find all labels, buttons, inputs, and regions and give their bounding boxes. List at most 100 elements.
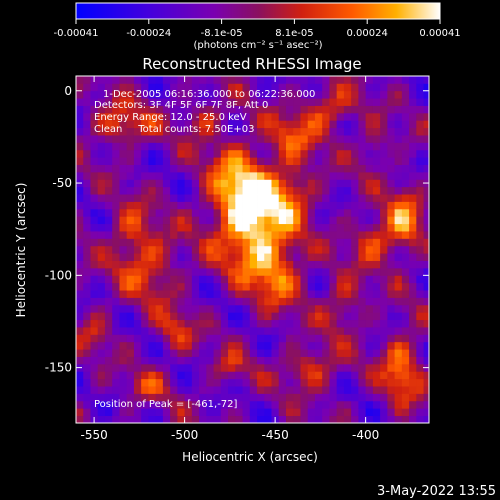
heatmap-cell [162, 386, 171, 394]
heatmap-cell [228, 231, 236, 239]
heatmap-cell [314, 83, 323, 92]
heatmap-cell [228, 90, 236, 99]
heatmap-cell [126, 393, 135, 402]
heatmap-cell [300, 83, 309, 92]
heatmap-cell [365, 231, 374, 239]
heatmap-cell [126, 231, 135, 239]
heatmap-cell [278, 127, 287, 136]
heatmap-cell [322, 216, 330, 225]
heatmap-cell [104, 290, 113, 298]
heatmap-cell [148, 105, 157, 114]
heatmap-cell [191, 157, 200, 165]
heatmap-cell [155, 297, 164, 306]
heatmap-cell [184, 290, 193, 298]
heatmap-cell [300, 238, 309, 247]
heatmap-cell [278, 164, 287, 173]
heatmap-cell [220, 142, 229, 151]
heatmap-cell [278, 415, 287, 423]
heatmap-cell [148, 208, 157, 217]
heatmap-cell [155, 201, 164, 210]
heatmap-cell [380, 83, 388, 92]
heatmap-cell [191, 171, 200, 180]
heatmap-cell [170, 260, 178, 269]
heatmap-cell [416, 90, 424, 99]
heatmap-cell [423, 157, 429, 165]
heatmap-cell [90, 267, 99, 276]
heatmap-cell [372, 76, 381, 84]
heatmap-cell [343, 260, 352, 269]
heatmap-cell [83, 349, 91, 357]
heatmap-cell [329, 260, 338, 269]
heatmap-cell [358, 267, 367, 276]
heatmap-cell [184, 275, 193, 284]
heatmap-cell [206, 267, 214, 276]
heatmap-cell [90, 83, 99, 92]
heatmap-cell [235, 223, 243, 232]
heatmap-cell [235, 208, 243, 217]
heatmap-cell [90, 400, 99, 409]
heatmap-cell [300, 327, 309, 335]
heatmap-cell [278, 208, 287, 217]
heatmap-cell [97, 238, 106, 247]
heatmap-cell [141, 105, 149, 114]
heatmap-cell [409, 76, 417, 84]
heatmap-cell [133, 127, 142, 136]
heatmap-cell [257, 415, 265, 423]
heatmap-cell [307, 157, 316, 165]
heatmap-cell [401, 334, 410, 343]
heatmap-cell [293, 164, 301, 173]
heatmap-cell [249, 363, 258, 372]
heatmap-cell [155, 120, 164, 129]
heatmap-cell [119, 194, 128, 202]
heatmap-cell [249, 415, 258, 423]
heatmap-cell [329, 327, 338, 335]
heatmap-cell [264, 400, 272, 409]
heatmap-cell [387, 415, 395, 423]
heatmap-cell [242, 386, 251, 394]
heatmap-cell [358, 135, 367, 143]
heatmap-cell [285, 319, 294, 328]
heatmap-cell [351, 267, 359, 276]
heatmap-cell [358, 282, 367, 291]
heatmap-cell [148, 341, 157, 350]
heatmap-cell [133, 171, 142, 180]
heatmap-cell [119, 231, 128, 239]
heatmap-cell [351, 127, 359, 136]
heatmap-cell [155, 216, 164, 225]
heatmap-cell [141, 164, 149, 173]
heatmap-cell [307, 371, 316, 380]
heatmap-cell [423, 112, 429, 121]
heatmap-cell [162, 400, 171, 409]
heatmap-cell [257, 83, 265, 92]
heatmap-cell [293, 267, 301, 276]
heatmap-cell [162, 179, 171, 188]
heatmap-cell [220, 186, 229, 195]
heatmap-cell [409, 363, 417, 372]
heatmap-cell [133, 253, 142, 261]
heatmap-cell [249, 386, 258, 394]
heatmap-cell [235, 201, 243, 210]
heatmap-cell [343, 304, 352, 313]
heatmap-cell [242, 179, 251, 188]
heatmap-cell [380, 171, 388, 180]
heatmap-cell [119, 363, 128, 372]
heatmap-cell [119, 275, 128, 284]
heatmap-cell [387, 282, 395, 291]
heatmap-cell [141, 312, 149, 321]
heatmap-cell [416, 400, 424, 409]
heatmap-cell [278, 267, 287, 276]
heatmap-cell [235, 164, 243, 173]
heatmap-cell [365, 349, 374, 357]
heatmap-cell [351, 164, 359, 173]
heatmap-cell [409, 275, 417, 284]
heatmap-cell [343, 112, 352, 121]
heatmap-cell [76, 371, 84, 380]
heatmap-cell [126, 304, 135, 313]
heatmap-cell [90, 260, 99, 269]
heatmap-cell [249, 112, 258, 121]
heatmap-cell [220, 363, 229, 372]
heatmap-cell [314, 378, 323, 387]
heatmap-cell [285, 149, 294, 158]
heatmap-cell [322, 238, 330, 247]
heatmap-cell [394, 334, 403, 343]
